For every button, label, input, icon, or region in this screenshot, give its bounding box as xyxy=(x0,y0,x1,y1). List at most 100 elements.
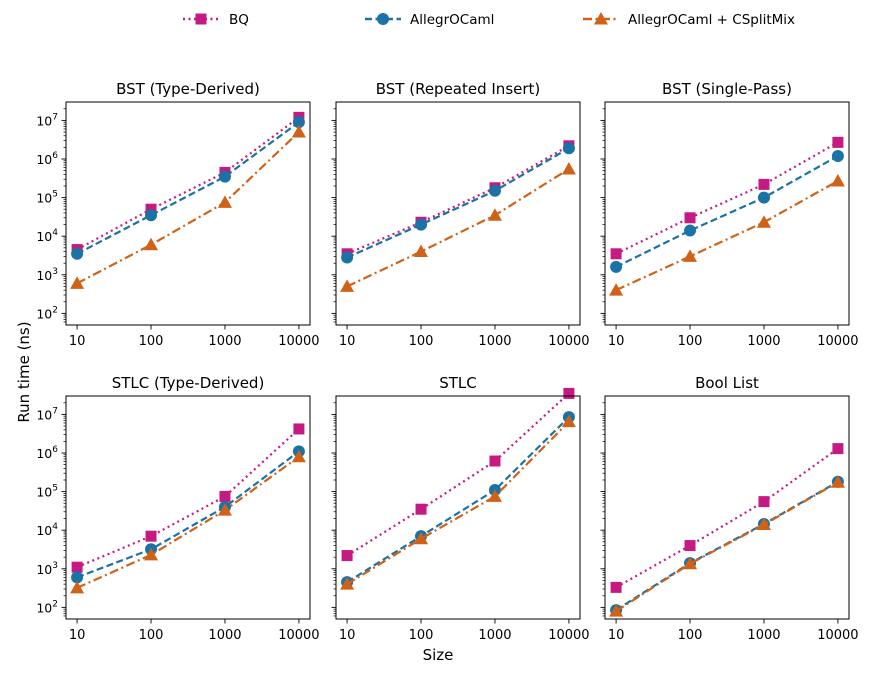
panel-title: BST (Repeated Insert) xyxy=(376,80,541,98)
data-point-allegro xyxy=(415,218,428,231)
data-point-split xyxy=(683,556,698,570)
legend-label-bq: BQ xyxy=(229,12,249,28)
series-bq xyxy=(71,423,305,573)
series-allegro xyxy=(610,149,844,273)
data-point-split xyxy=(756,215,771,228)
data-point-split xyxy=(561,162,576,175)
series-bq xyxy=(341,140,575,260)
y-tick-label: 104 xyxy=(36,228,58,244)
y-tick-label: 105 xyxy=(36,484,58,500)
data-point-bq xyxy=(610,581,622,593)
chart-panel-5: STLC 10 100 1000 10000 xyxy=(331,374,590,643)
chart-panel-6: Bool List 10 100 1000 10000 xyxy=(600,374,859,643)
chart-panel-2: BST (Repeated Insert) 10 100 1000 10000 xyxy=(331,80,590,349)
x-tick-label: 1000 xyxy=(208,334,241,349)
data-point-allegro xyxy=(488,184,501,197)
data-point-allegro xyxy=(292,116,305,129)
y-tick-label: 102 xyxy=(36,305,58,321)
panel-title: BST (Type-Derived) xyxy=(116,80,260,98)
series-line-allegro xyxy=(346,416,570,584)
series-line-split xyxy=(76,131,300,285)
chart-panel-1: BST (Type-Derived) 102 103 104 105 106 107 10 10… xyxy=(36,80,319,349)
data-point-bq xyxy=(71,561,83,573)
legend-marker-bq xyxy=(195,13,207,25)
data-point-split xyxy=(830,475,845,488)
x-tick-label: 1000 xyxy=(478,628,511,643)
data-point-split xyxy=(144,237,159,251)
y-tick-label: 106 xyxy=(36,445,58,461)
series-allegro xyxy=(341,142,575,264)
data-point-split xyxy=(70,276,85,289)
data-point-bq xyxy=(832,443,844,455)
data-point-split xyxy=(291,125,306,138)
series-split xyxy=(609,173,845,296)
series-bq xyxy=(610,443,844,593)
data-point-allegro xyxy=(71,571,84,584)
data-point-split xyxy=(291,449,306,463)
data-point-split xyxy=(561,414,576,428)
data-point-bq xyxy=(610,248,622,260)
data-point-bq xyxy=(684,212,696,224)
data-point-split xyxy=(830,173,845,187)
data-point-bq xyxy=(145,530,157,542)
data-point-split xyxy=(414,244,429,258)
series-line-allegro xyxy=(76,121,300,255)
legend-entry-bq: BQ xyxy=(183,12,249,28)
data-point-bq xyxy=(758,178,770,190)
series-line-split xyxy=(615,481,839,613)
data-point-bq xyxy=(684,540,696,552)
data-point-split xyxy=(217,195,232,208)
y-tick-label: 103 xyxy=(36,267,58,283)
x-tick-label: 100 xyxy=(139,334,164,349)
legend-marker-split xyxy=(594,12,608,25)
data-point-split xyxy=(683,249,698,262)
plot-frame xyxy=(335,395,581,620)
series-line-split xyxy=(346,420,570,586)
data-point-split xyxy=(609,283,624,296)
panel-title: STLC (Type-Derived) xyxy=(112,374,265,392)
series-line-allegro xyxy=(615,154,839,268)
series-line-bq xyxy=(615,141,839,255)
data-point-allegro xyxy=(218,170,231,183)
data-point-split xyxy=(487,208,502,221)
y-tick-label: 105 xyxy=(36,190,58,206)
legend-entry-allegro: AllegrOCaml xyxy=(365,12,494,28)
series-allegro xyxy=(71,116,305,260)
data-point-allegro xyxy=(71,247,84,260)
y-axis-label: Run time (ns) xyxy=(15,321,33,422)
data-point-allegro xyxy=(831,149,844,162)
plot-frame xyxy=(65,395,311,620)
legend: BQ AllegrOCaml AllegrOCaml + CSplitMix xyxy=(183,12,795,28)
series-bq xyxy=(610,136,844,260)
chart-panel-4: STLC (Type-Derived) 102 103 104 105 106 107 10 1… xyxy=(36,374,319,643)
legend-marker-allegro xyxy=(377,13,389,25)
series-split xyxy=(340,414,576,590)
plot-frame xyxy=(65,101,311,326)
data-point-allegro xyxy=(145,209,158,222)
data-point-split xyxy=(414,531,429,545)
data-point-allegro xyxy=(610,260,623,273)
data-point-allegro xyxy=(341,251,354,264)
data-point-bq xyxy=(415,503,427,515)
data-point-bq xyxy=(563,387,575,399)
series-line-bq xyxy=(76,428,300,569)
series-line-bq xyxy=(346,392,570,557)
x-tick-label: 10000 xyxy=(817,628,858,643)
x-axis-label: Size xyxy=(423,646,454,664)
data-point-bq xyxy=(293,423,305,435)
series-line-bq xyxy=(346,144,570,255)
data-point-split xyxy=(756,517,771,531)
x-tick-label: 100 xyxy=(139,628,164,643)
series-line-bq xyxy=(615,447,839,589)
x-tick-label: 100 xyxy=(409,334,434,349)
x-tick-label: 10 xyxy=(69,334,86,349)
x-tick-label: 1000 xyxy=(478,334,511,349)
x-tick-label: 10000 xyxy=(817,334,858,349)
x-tick-label: 100 xyxy=(678,334,703,349)
y-tick-label: 107 xyxy=(36,112,58,128)
data-point-split xyxy=(487,489,502,502)
series-allegro xyxy=(341,411,575,589)
x-tick-label: 10000 xyxy=(278,628,319,643)
series-split xyxy=(70,125,306,289)
y-tick-label: 103 xyxy=(36,561,58,577)
